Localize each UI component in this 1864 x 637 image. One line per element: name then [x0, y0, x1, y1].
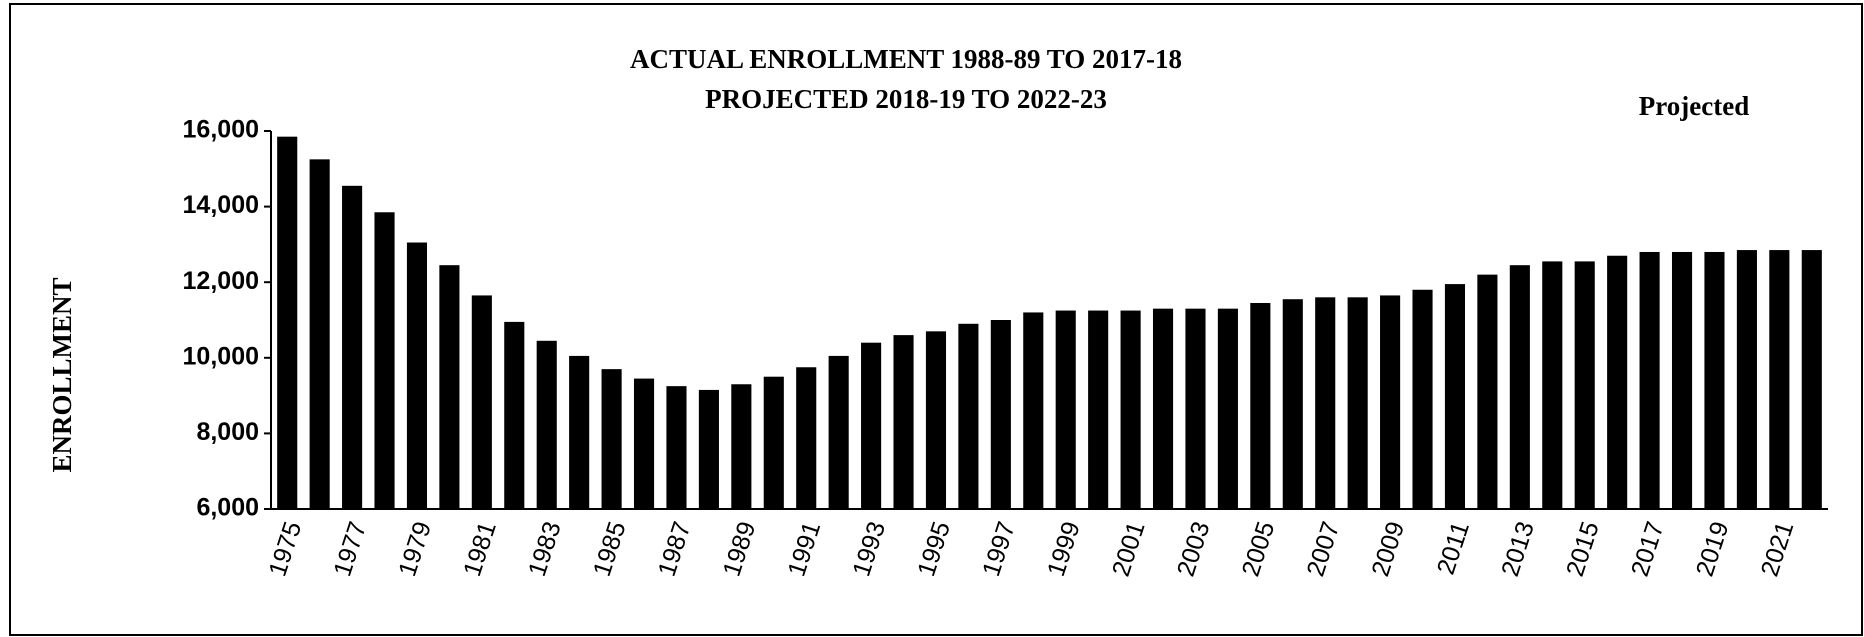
x-tick-label: 2005 [1237, 518, 1281, 580]
frame [9, 3, 1863, 636]
x-tick-label: 1983 [523, 518, 567, 580]
bar [309, 159, 330, 509]
bar [1185, 308, 1206, 509]
bar [406, 242, 428, 509]
x-tick-label: 2017 [1626, 518, 1670, 580]
y-axis-label: ENROLLMENT [47, 277, 77, 472]
bar [1412, 289, 1433, 509]
bar [1671, 251, 1693, 509]
x-tick-label: 2015 [1561, 518, 1605, 580]
bar [1444, 284, 1466, 509]
annotation: Projected [1639, 91, 1749, 121]
x-tick-label: 2021 [1756, 518, 1800, 580]
bar [1639, 251, 1660, 509]
chart-title: ACTUAL ENROLLMENT 1988-89 TO 2017-18 [630, 44, 1182, 74]
x-tick-label: 2009 [1366, 518, 1410, 580]
x-tick-label: 1993 [847, 518, 891, 580]
y-tick-label: 8,000 [196, 418, 259, 446]
bar [1704, 251, 1725, 509]
bar [828, 355, 849, 509]
bar [731, 384, 752, 509]
bar [504, 321, 525, 509]
bar [1736, 250, 1757, 509]
bar [861, 342, 882, 509]
bar [601, 369, 622, 509]
bar [633, 378, 655, 509]
x-tick-label: 1987 [653, 518, 697, 580]
bar [1574, 261, 1595, 509]
bar [1607, 255, 1628, 509]
bar [1152, 308, 1174, 509]
bar [1769, 250, 1790, 509]
y-tick-label: 14,000 [183, 191, 259, 219]
y-tick-label: 6,000 [196, 494, 259, 522]
x-tick-label: 2019 [1691, 518, 1735, 580]
bar [374, 212, 395, 509]
bar [569, 355, 590, 509]
x-tick-label: 1979 [393, 518, 437, 580]
bar [763, 376, 784, 509]
bar [698, 389, 719, 509]
x-tick-label: 2001 [1107, 518, 1151, 580]
x-tick-label: 1977 [328, 518, 372, 580]
x-tick-label: 2013 [1496, 518, 1540, 580]
x-tick-label: 1975 [263, 518, 307, 580]
bar [471, 295, 492, 509]
bar [1120, 310, 1141, 509]
bar [990, 320, 1011, 509]
bar [536, 340, 557, 509]
bar [666, 386, 687, 509]
x-tick-label: 1999 [1042, 518, 1086, 580]
bar [1023, 312, 1044, 509]
bar [1282, 299, 1303, 509]
bar [1801, 250, 1822, 509]
x-tick-label: 2007 [1301, 518, 1345, 580]
bar [1088, 310, 1109, 509]
bar [1250, 302, 1271, 509]
bar [958, 323, 979, 509]
x-tick-label: 1995 [912, 518, 956, 580]
bar [1217, 308, 1238, 509]
bar [1055, 310, 1076, 509]
x-tick-label: 1997 [977, 518, 1021, 580]
y-tick-label: 10,000 [183, 342, 259, 370]
x-tick-label: 1985 [588, 518, 632, 580]
chart-subtitle: PROJECTED 2018-19 TO 2022-23 [705, 84, 1107, 114]
bar [1477, 274, 1498, 509]
bar [796, 367, 817, 509]
bar [1542, 261, 1563, 509]
y-tick-label: 12,000 [183, 267, 259, 295]
bar [277, 136, 298, 510]
x-tick-label: 1981 [458, 518, 502, 580]
x-tick-label: 2011 [1432, 518, 1475, 578]
bar [925, 331, 947, 509]
x-tick-label: 2003 [1172, 518, 1216, 580]
bar [342, 185, 363, 509]
bar [439, 265, 460, 509]
x-tick-label: 1991 [782, 518, 826, 580]
bar [893, 335, 914, 509]
bar [1509, 265, 1530, 509]
bar [1380, 295, 1401, 509]
bar [1315, 297, 1336, 509]
x-tick-label: 1989 [718, 518, 762, 580]
bar [1347, 297, 1368, 509]
y-tick-label: 16,000 [183, 116, 259, 144]
